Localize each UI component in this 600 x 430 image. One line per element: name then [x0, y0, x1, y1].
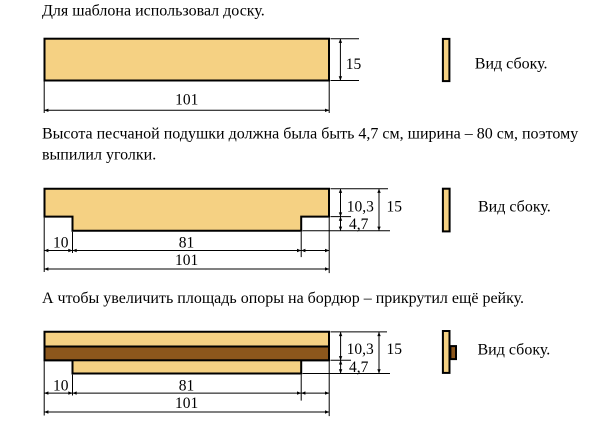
- svg-text:Вид сбоку.: Вид сбоку.: [478, 199, 551, 216]
- svg-text:Вид сбоку.: Вид сбоку.: [478, 341, 551, 358]
- svg-text:101: 101: [175, 395, 198, 412]
- svg-text:4,7: 4,7: [349, 216, 369, 233]
- svg-text:Для шаблона использовал доску.: Для шаблона использовал доску.: [42, 3, 265, 20]
- svg-text:Высота песчаной подушки должна: Высота песчаной подушки должна была быть…: [42, 126, 578, 143]
- svg-text:81: 81: [179, 378, 195, 395]
- svg-text:4,7: 4,7: [349, 359, 369, 376]
- svg-text:101: 101: [175, 252, 198, 269]
- svg-text:Вид сбоку.: Вид сбоку.: [475, 55, 548, 72]
- svg-text:10,3: 10,3: [347, 199, 374, 216]
- svg-text:15: 15: [387, 199, 403, 216]
- svg-text:10: 10: [53, 378, 69, 395]
- svg-text:выпилил уголки.: выпилил уголки.: [42, 146, 156, 163]
- svg-text:81: 81: [179, 235, 195, 252]
- svg-text:15: 15: [387, 341, 403, 358]
- svg-text:101: 101: [175, 92, 198, 109]
- svg-text:10,3: 10,3: [347, 341, 374, 358]
- svg-text:10: 10: [53, 235, 69, 252]
- svg-text:15: 15: [346, 56, 362, 73]
- svg-text:А чтобы увеличить площадь опор: А чтобы увеличить площадь опоры на бордю…: [42, 290, 524, 307]
